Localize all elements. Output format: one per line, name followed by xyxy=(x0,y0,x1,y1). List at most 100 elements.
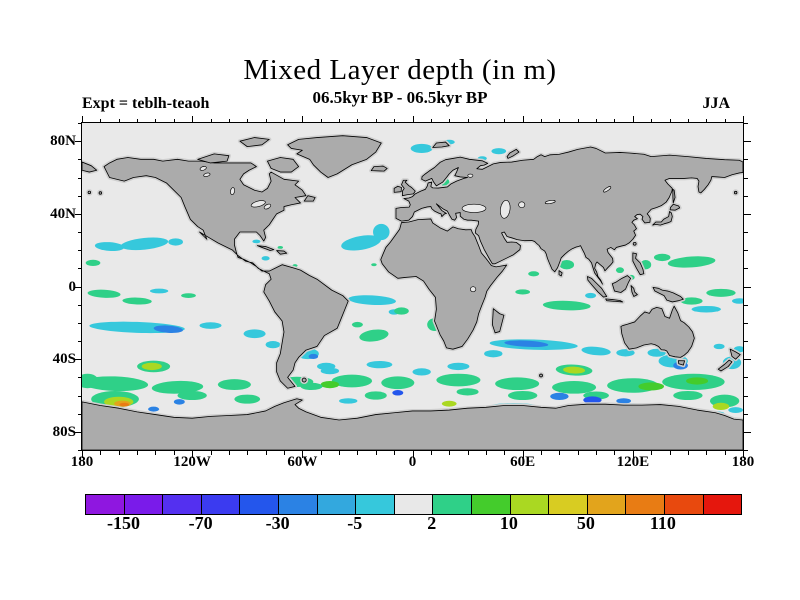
data-patch xyxy=(392,390,404,396)
tick-mark xyxy=(541,451,542,455)
plot-subtitle: 06.5kyr BP - 06.5kyr BP xyxy=(312,88,488,107)
colorbar-cell xyxy=(509,495,549,514)
tick-mark xyxy=(744,232,748,233)
tick-mark xyxy=(357,119,358,123)
tick-mark xyxy=(413,451,414,458)
data-patch xyxy=(199,322,222,329)
tick-mark xyxy=(78,414,82,415)
data-patch xyxy=(82,376,149,392)
world-map xyxy=(82,123,743,450)
tick-mark xyxy=(284,119,285,123)
data-patch xyxy=(348,295,396,306)
tick-mark xyxy=(596,119,597,123)
tick-mark xyxy=(706,119,707,123)
data-patch xyxy=(495,377,540,391)
colorbar-cell xyxy=(86,495,124,514)
data-patch xyxy=(119,402,130,407)
tick-mark xyxy=(284,451,285,455)
tick-mark xyxy=(82,116,83,123)
data-patch xyxy=(339,398,358,404)
colorbar-tick-label: -30 xyxy=(265,513,290,533)
page-title: Mixed Layer depth (in m) xyxy=(243,54,557,86)
tick-mark xyxy=(744,341,748,342)
tick-mark xyxy=(744,178,748,179)
tick-mark xyxy=(75,432,82,433)
tick-mark xyxy=(119,451,120,455)
data-patch xyxy=(686,377,709,385)
data-patch xyxy=(373,223,390,241)
tick-mark xyxy=(651,451,652,455)
tick-mark xyxy=(137,119,138,123)
data-patch xyxy=(581,346,611,356)
tick-mark xyxy=(523,116,524,123)
tick-mark xyxy=(744,305,748,306)
data-patch xyxy=(265,341,281,349)
tick-mark xyxy=(211,119,212,123)
tick-mark xyxy=(413,116,414,123)
lon-tick-label: 120W xyxy=(173,454,211,470)
tick-mark xyxy=(192,451,193,458)
data-patch xyxy=(122,297,152,305)
tick-mark xyxy=(504,119,505,123)
tick-mark xyxy=(155,451,156,455)
data-patch xyxy=(667,256,716,268)
tick-mark xyxy=(486,119,487,123)
tick-mark xyxy=(743,116,744,123)
data-patch xyxy=(381,376,415,390)
data-patch xyxy=(706,288,736,297)
data-patch xyxy=(148,406,160,412)
colorbar-tick-label: 50 xyxy=(576,513,595,533)
tick-mark xyxy=(155,119,156,123)
data-patch xyxy=(141,362,162,371)
data-patch xyxy=(552,380,597,394)
data-patch xyxy=(331,374,373,388)
tick-mark xyxy=(744,214,751,215)
data-patch xyxy=(394,307,409,315)
data-patch xyxy=(85,259,101,266)
colorbar-cell xyxy=(470,495,510,514)
data-patch xyxy=(638,382,665,391)
tick-mark xyxy=(78,323,82,324)
lat-tick-label: 0 xyxy=(68,278,77,295)
data-patch xyxy=(713,343,725,350)
tick-mark xyxy=(394,451,395,455)
tick-mark xyxy=(486,451,487,455)
data-patch xyxy=(300,382,323,391)
lat-tick-label: 40S xyxy=(52,351,76,368)
data-patch xyxy=(615,267,625,274)
data-patch xyxy=(728,407,743,413)
data-patch xyxy=(168,238,183,246)
data-patch xyxy=(320,380,340,389)
colorbar-cell xyxy=(277,495,317,514)
tick-mark xyxy=(137,451,138,455)
tick-mark xyxy=(688,119,689,123)
tick-mark xyxy=(302,451,303,458)
colorbar-cell xyxy=(663,495,703,514)
data-patch xyxy=(351,321,363,328)
data-patch xyxy=(441,400,457,407)
tick-mark xyxy=(100,119,101,123)
tick-mark xyxy=(192,116,193,123)
data-patch xyxy=(149,288,169,294)
tick-mark xyxy=(596,451,597,455)
data-patch xyxy=(320,367,340,375)
data-patch xyxy=(82,373,99,389)
lon-tick-label: 60E xyxy=(510,454,536,470)
data-patch xyxy=(447,362,470,371)
data-patch xyxy=(120,237,169,251)
data-patch xyxy=(491,148,507,155)
tick-mark xyxy=(229,451,230,455)
data-patch xyxy=(153,325,183,333)
lakes-layer xyxy=(199,166,612,293)
tick-mark xyxy=(339,451,340,455)
colorbar-tick-label: 2 xyxy=(427,513,437,533)
tick-mark xyxy=(744,268,748,269)
data-patch xyxy=(151,380,204,394)
data-patch xyxy=(181,293,196,298)
colorbar-cell xyxy=(548,495,587,514)
colorbar-tick-label: 110 xyxy=(649,513,676,533)
tick-mark xyxy=(394,119,395,123)
tick-mark xyxy=(559,451,560,455)
lat-tick-label: 40N xyxy=(50,205,76,222)
tick-mark xyxy=(75,141,82,142)
